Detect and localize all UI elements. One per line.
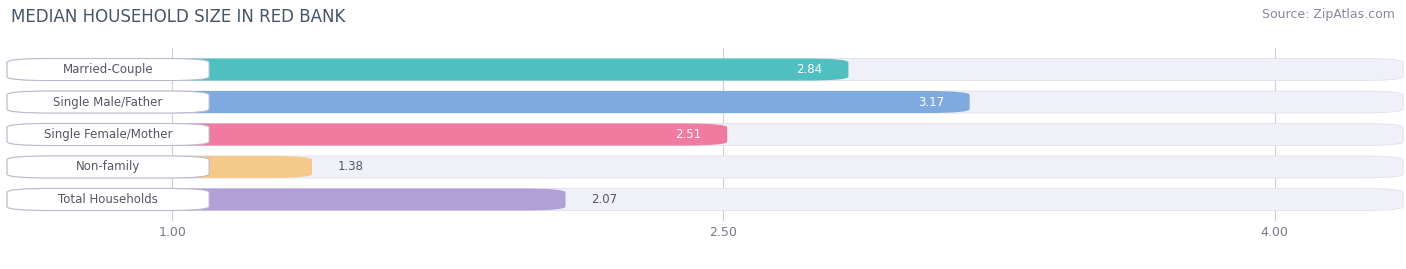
FancyBboxPatch shape [7,91,209,113]
FancyBboxPatch shape [7,123,727,146]
FancyBboxPatch shape [7,156,312,178]
Text: Married-Couple: Married-Couple [63,63,153,76]
FancyBboxPatch shape [7,123,209,146]
Text: 3.17: 3.17 [918,95,943,108]
Text: Single Female/Mother: Single Female/Mother [44,128,173,141]
Text: 2.07: 2.07 [591,193,617,206]
Text: 2.51: 2.51 [675,128,702,141]
FancyBboxPatch shape [7,123,1403,146]
Text: 1.38: 1.38 [337,161,364,174]
FancyBboxPatch shape [7,156,1403,178]
Text: 2.84: 2.84 [797,63,823,76]
FancyBboxPatch shape [7,156,209,178]
Text: Single Male/Father: Single Male/Father [53,95,163,108]
Text: MEDIAN HOUSEHOLD SIZE IN RED BANK: MEDIAN HOUSEHOLD SIZE IN RED BANK [11,8,346,26]
Text: Total Households: Total Households [58,193,157,206]
FancyBboxPatch shape [7,91,1403,113]
Text: Source: ZipAtlas.com: Source: ZipAtlas.com [1261,8,1395,21]
FancyBboxPatch shape [7,188,565,211]
Text: Non-family: Non-family [76,161,141,174]
FancyBboxPatch shape [7,188,1403,211]
FancyBboxPatch shape [7,58,209,81]
FancyBboxPatch shape [7,188,209,211]
FancyBboxPatch shape [7,58,1403,81]
FancyBboxPatch shape [7,91,970,113]
FancyBboxPatch shape [7,58,848,81]
